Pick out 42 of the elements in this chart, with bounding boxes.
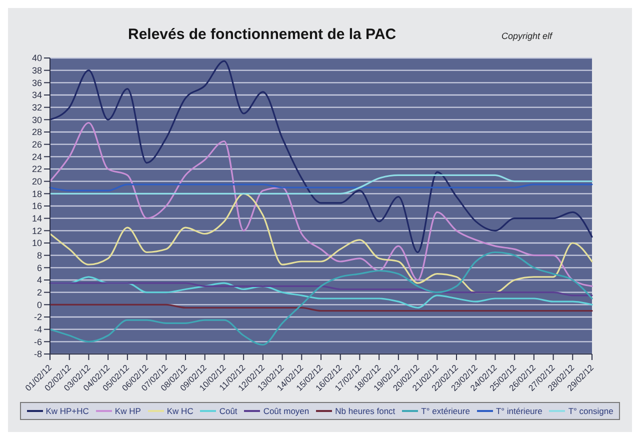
legend-label: Coût: [219, 406, 238, 416]
legend-label: Kw HP+HC: [46, 406, 89, 416]
y-tick-label: 10: [32, 238, 42, 248]
y-tick-label: 8: [36, 250, 42, 261]
y-tick-label: 4: [36, 275, 42, 286]
chart-title: Relevés de fonctionnement de la PAC: [128, 26, 396, 43]
y-tick-label: 24: [32, 152, 42, 162]
legend-label: T° extérieure: [421, 406, 470, 416]
line-series: [49, 60, 593, 254]
y-tick-label: 32: [32, 102, 42, 113]
line-series: [49, 122, 593, 287]
y-tick-label: -8: [34, 349, 42, 360]
y-tick-label: 16: [32, 201, 42, 212]
text: Copyright elf: [501, 31, 552, 41]
y-tick-label: 40: [32, 53, 42, 64]
y-tick-label: 30: [32, 114, 42, 125]
y-tick-label: 34: [32, 90, 42, 100]
line-series: [49, 192, 593, 294]
y-tick-label: 28: [32, 127, 42, 138]
y-tick-label: 12: [32, 226, 42, 236]
y-tick-label: 20: [32, 176, 42, 187]
legend-label: Kw HC: [166, 406, 194, 416]
y-tick-label: 22: [32, 164, 42, 174]
y-tick-label: 26: [32, 140, 42, 150]
line-series: [49, 251, 593, 346]
y-tick-label: 14: [32, 214, 42, 224]
y-tick-label: 6: [36, 262, 42, 273]
y-tick-label: -4: [34, 324, 42, 335]
line-series: [49, 282, 593, 296]
legend-label: T° consigne: [568, 406, 614, 416]
legend-label: Coût moyen: [263, 406, 310, 416]
y-tick-label: 38: [32, 66, 42, 76]
legend-label: T° intérieure: [496, 406, 542, 416]
legend-label: Nb heures fonct: [335, 406, 396, 416]
y-tick-label: 18: [32, 188, 42, 199]
y-tick-label: 2: [36, 288, 42, 298]
legend-label: Kw HP: [114, 406, 141, 416]
y-tick-label: -6: [34, 336, 42, 347]
line-series: [49, 174, 593, 194]
y-tick-label: -2: [34, 312, 42, 322]
y-tick-label: 36: [32, 78, 42, 88]
y-tick-label: 0: [36, 300, 42, 310]
